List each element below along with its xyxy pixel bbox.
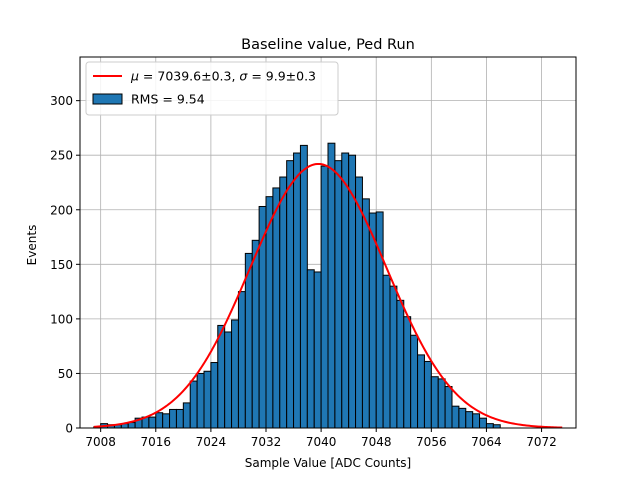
x-tick-label: 7056 — [416, 435, 447, 449]
histogram-bar — [306, 269, 315, 429]
legend-mu-symbol: μ — [130, 69, 139, 84]
histogram-bar — [417, 354, 425, 429]
histogram-bar — [279, 176, 288, 429]
histogram-bar — [389, 285, 398, 429]
x-tick-label: 7024 — [196, 435, 227, 449]
histogram-bar — [196, 372, 205, 429]
x-tick-label: 7016 — [141, 435, 172, 449]
histogram-bar — [472, 413, 481, 429]
histogram-bar — [203, 370, 212, 429]
histogram-bar — [175, 408, 184, 429]
histogram-bar — [189, 380, 198, 429]
legend-fit-label: μ = 7039.6±0.3, σ = 9.9±0.3 — [130, 69, 316, 84]
histogram-bar — [148, 416, 157, 429]
histogram-bar — [355, 176, 363, 429]
histogram-bar — [368, 212, 377, 429]
y-axis-label: Events — [25, 225, 39, 266]
histogram-bar — [293, 152, 301, 429]
histogram-bar — [423, 360, 432, 429]
histogram-bar — [224, 331, 233, 429]
histogram-bar — [210, 362, 219, 429]
histogram-bar — [155, 412, 164, 429]
x-tick-label: 7064 — [471, 435, 502, 449]
histogram-bar — [361, 198, 370, 429]
legend-hist-swatch — [92, 93, 123, 105]
histogram-bar — [169, 408, 177, 429]
histogram-bar — [272, 187, 281, 429]
histogram-bar — [458, 407, 467, 429]
legend: μ = 7039.6±0.3, σ = 9.9±0.3 RMS = 9.54 — [85, 61, 339, 116]
x-tick-label: 7048 — [361, 435, 392, 449]
histogram-bar — [237, 291, 246, 429]
histogram-bar — [327, 142, 336, 429]
histogram-bar — [382, 274, 391, 429]
histogram-bar — [437, 378, 446, 429]
histogram-bars — [93, 142, 501, 429]
histogram-bar — [396, 299, 405, 429]
legend-sigma-symbol: σ — [239, 69, 248, 84]
y-tick-label: 50 — [58, 367, 73, 381]
histogram-bar — [286, 160, 295, 429]
legend-mu-value: = 7039.6±0.3, — [139, 69, 239, 84]
histogram-bar — [403, 316, 412, 429]
histogram-bar — [320, 165, 329, 429]
y-tick-label: 200 — [50, 203, 73, 217]
histogram-bar — [313, 271, 322, 429]
x-axis-label: Sample Value [ADC Counts] — [245, 456, 411, 470]
axis-ticks: 7008 7016 7024 7032 7040 7048 7056 7064 7072 0 50 1… — [50, 94, 557, 449]
plot-frame — [79, 56, 577, 429]
y-tick-label: 300 — [50, 94, 73, 108]
histogram-bar — [162, 413, 171, 429]
x-tick-label: 7008 — [85, 435, 116, 449]
histogram-bar — [299, 144, 308, 429]
histogram-bar — [244, 252, 253, 429]
gaussian-fit-curve — [93, 162, 563, 429]
histogram-bar — [334, 160, 343, 429]
y-tick-label: 150 — [50, 258, 73, 272]
histogram-bar — [485, 423, 494, 429]
chart-title: Baseline value, Ped Run — [241, 37, 415, 53]
x-tick-label: 7032 — [251, 435, 282, 449]
x-tick-label: 7072 — [526, 435, 557, 449]
histogram-bar — [341, 152, 350, 429]
histogram-bar — [231, 319, 239, 429]
legend-hist-label: RMS = 9.54 — [131, 92, 205, 107]
legend-sigma-value: = 9.9±0.3 — [247, 69, 316, 84]
y-tick-label: 100 — [50, 312, 73, 326]
y-tick-label: 0 — [65, 422, 73, 436]
histogram-bar — [182, 402, 191, 429]
histogram-bar — [410, 334, 419, 429]
x-tick-label: 7040 — [306, 435, 337, 449]
y-tick-label: 250 — [50, 149, 73, 163]
histogram-bar — [479, 417, 487, 429]
histogram-bar — [444, 386, 453, 429]
histogram-bar — [430, 376, 439, 429]
histogram-bar — [465, 411, 474, 429]
histogram-bar — [251, 239, 260, 429]
legend-box — [85, 61, 339, 116]
histogram-bar — [451, 405, 460, 429]
histogram-bar — [217, 324, 226, 429]
